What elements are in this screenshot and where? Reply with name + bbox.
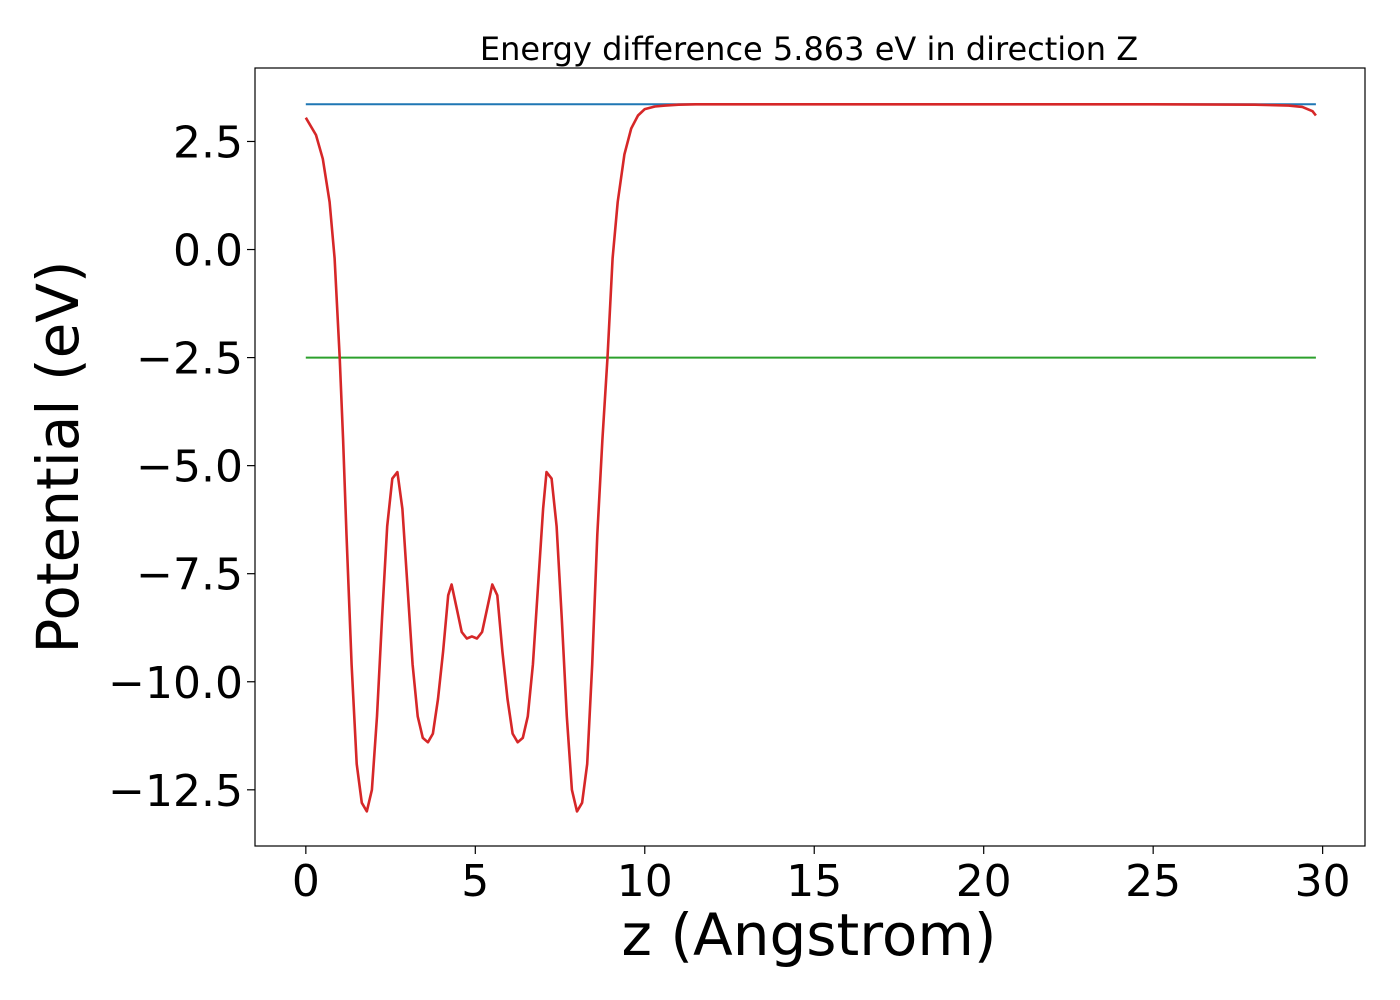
y-tick-label: −10.0 xyxy=(108,658,243,709)
x-tick-label: 30 xyxy=(1295,856,1351,907)
chart-title: Energy difference 5.863 eV in direction … xyxy=(480,30,1138,68)
y-axis: 2.5 0.0 −2.5 −5.0 −7.5 −10.0 −12.5 xyxy=(108,117,255,817)
plot-area xyxy=(304,103,1317,813)
y-tick-label: −2.5 xyxy=(136,334,243,385)
y-axis-label: Potential (eV) xyxy=(24,260,92,653)
x-tick-label: 10 xyxy=(617,856,673,907)
x-tick-label: 20 xyxy=(956,856,1012,907)
y-tick-label: 0.0 xyxy=(173,226,243,277)
y-tick-label: −5.0 xyxy=(136,442,243,493)
y-tick-label: −7.5 xyxy=(136,550,243,601)
plot-frame xyxy=(254,67,1366,847)
x-tick-label: 15 xyxy=(786,856,842,907)
potential-curve xyxy=(304,103,1317,813)
x-tick-label: 5 xyxy=(461,856,489,907)
x-axis-label: z (Angstrom) xyxy=(622,901,997,969)
y-tick-label: −12.5 xyxy=(108,766,243,817)
y-tick-label: 2.5 xyxy=(173,117,243,168)
x-tick-label: 0 xyxy=(292,856,320,907)
x-axis: 0 5 10 15 20 25 30 xyxy=(292,846,1351,907)
x-tick-label: 25 xyxy=(1125,856,1181,907)
